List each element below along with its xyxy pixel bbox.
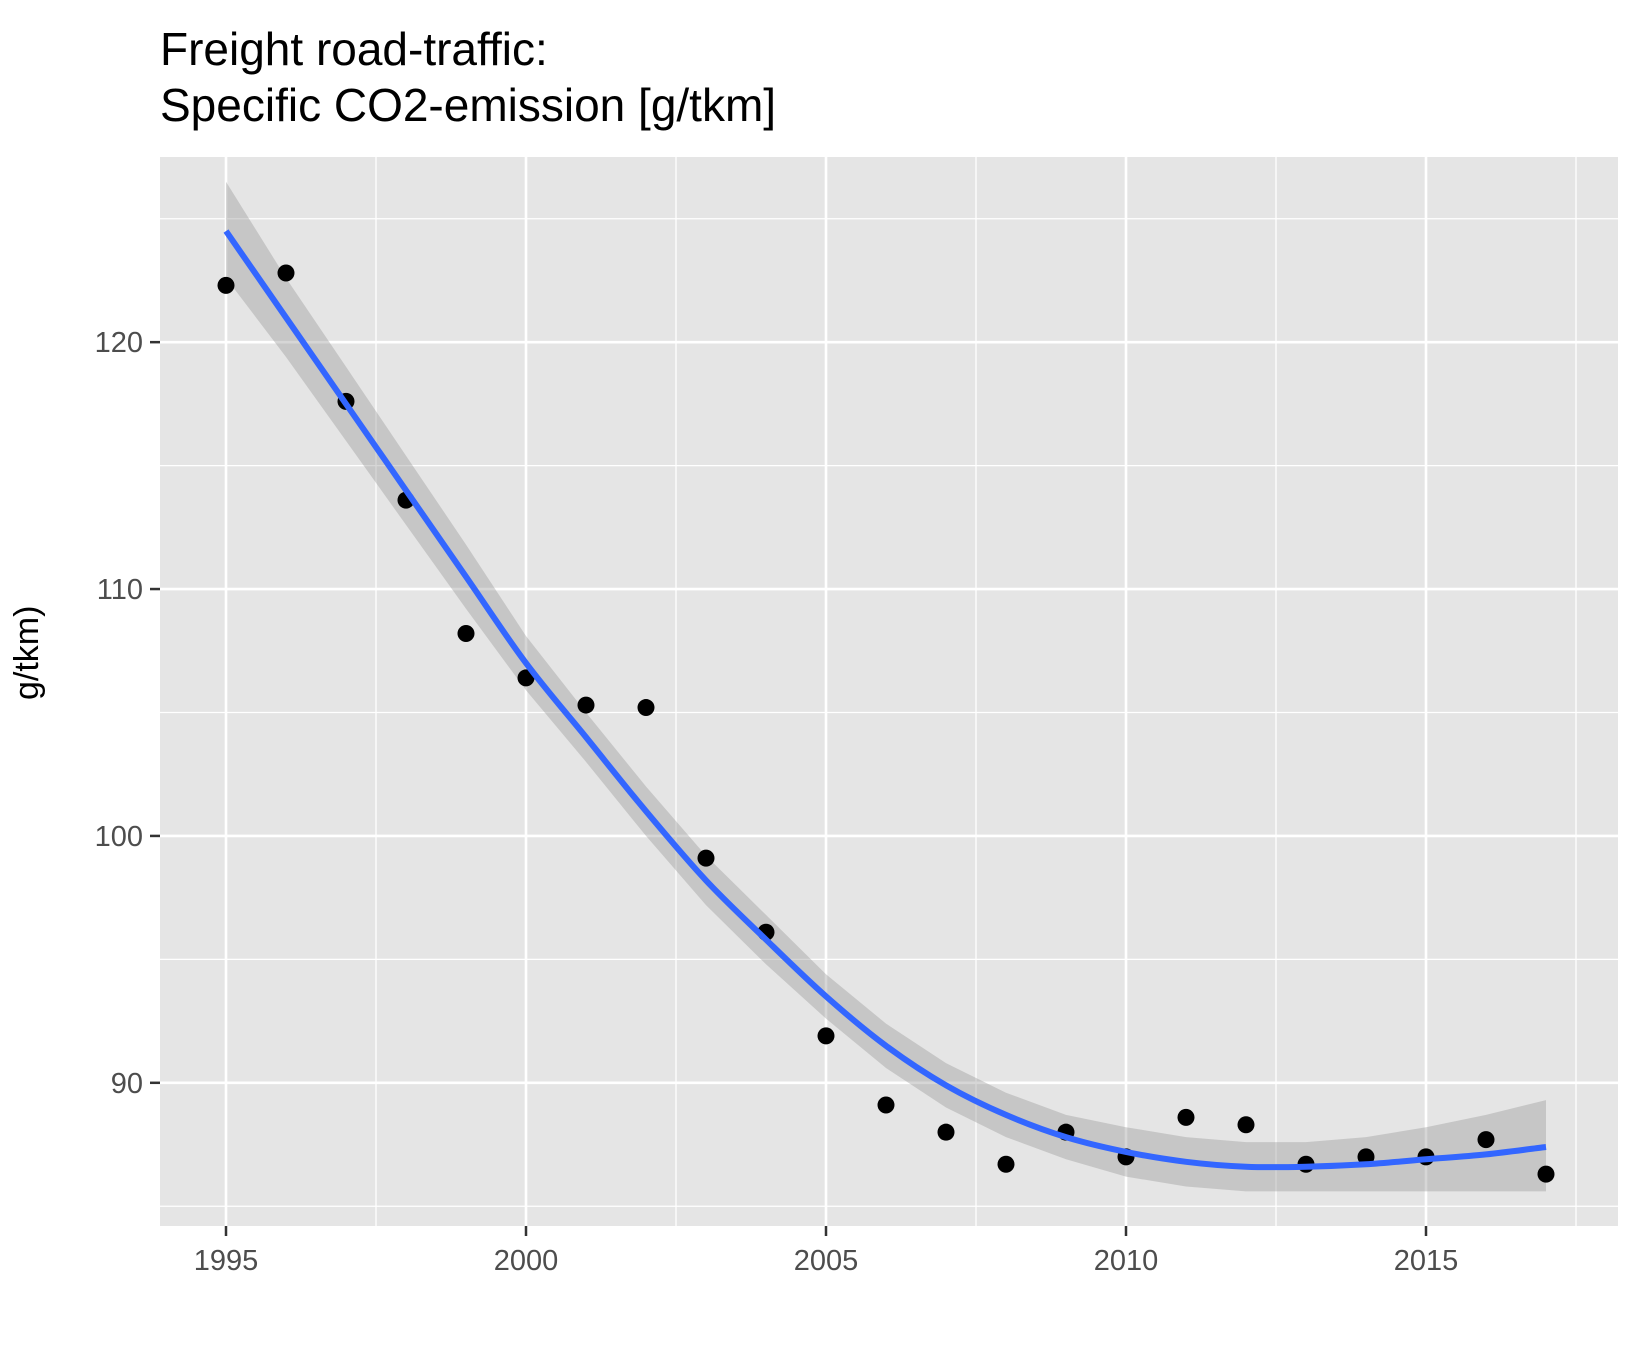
x-tick-label: 2010 xyxy=(1094,1245,1159,1277)
data-point xyxy=(457,624,475,642)
x-tick-label: 1995 xyxy=(194,1245,259,1277)
major-gridlines xyxy=(160,157,1618,1226)
data-point xyxy=(1537,1165,1555,1183)
data-point xyxy=(1477,1131,1495,1149)
data-point xyxy=(637,699,655,717)
x-tick-label: 2005 xyxy=(794,1245,859,1277)
x-tick-label: 2000 xyxy=(494,1245,559,1277)
y-tick-label: 110 xyxy=(97,574,143,606)
chart-title: Freight road-traffic: xyxy=(160,23,548,75)
data-point xyxy=(697,849,715,867)
y-tick-label: 90 xyxy=(111,1068,143,1100)
data-point xyxy=(1237,1116,1255,1134)
points-layer xyxy=(217,264,1555,1183)
chart-subtitle: Specific CO2-emission [g/tkm] xyxy=(160,79,777,131)
smooth-fit-line xyxy=(223,229,1547,1171)
data-point xyxy=(997,1155,1015,1173)
data-point xyxy=(217,276,235,294)
data-point xyxy=(877,1096,895,1114)
data-point xyxy=(577,696,595,714)
y-tick-label: 120 xyxy=(95,327,143,359)
smooth-line-layer xyxy=(223,229,1547,1171)
data-point xyxy=(277,264,295,282)
data-point xyxy=(1177,1108,1195,1126)
minor-gridlines xyxy=(160,157,1618,1226)
x-tick-label: 2015 xyxy=(1394,1245,1459,1277)
data-point xyxy=(937,1123,955,1141)
y-tick-label: 100 xyxy=(95,821,143,853)
data-point xyxy=(817,1027,835,1045)
data-point xyxy=(517,669,535,687)
axes-layer: 1995 2000 2005 2010 2015 90 100 110 120 xyxy=(95,327,1459,1277)
